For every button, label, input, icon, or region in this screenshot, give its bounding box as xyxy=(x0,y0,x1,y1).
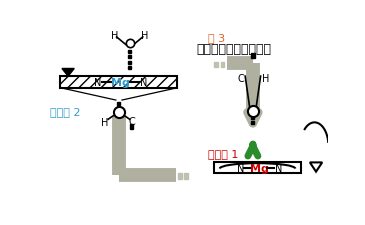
Bar xyxy=(118,107,120,110)
Bar xyxy=(184,173,188,179)
Text: N: N xyxy=(274,163,282,173)
Text: Mg: Mg xyxy=(111,77,130,87)
Text: N: N xyxy=(237,163,244,173)
Bar xyxy=(178,173,182,179)
Text: C: C xyxy=(128,116,135,126)
Polygon shape xyxy=(62,69,74,77)
Text: 図 3: 図 3 xyxy=(208,33,225,43)
Bar xyxy=(128,61,131,65)
Bar xyxy=(251,121,254,124)
Bar xyxy=(251,54,255,59)
Bar xyxy=(251,117,254,120)
Bar xyxy=(214,163,301,173)
Text: クロロゾーム局所構造: クロロゾーム局所構造 xyxy=(197,42,272,55)
Text: H: H xyxy=(101,117,109,127)
Text: H: H xyxy=(141,30,149,40)
Text: Mg: Mg xyxy=(250,163,269,173)
Text: サイト 2: サイト 2 xyxy=(50,106,81,116)
Bar xyxy=(128,56,131,59)
Text: サイト 1: サイト 1 xyxy=(208,148,239,158)
Text: N: N xyxy=(140,77,147,87)
Bar xyxy=(214,62,218,68)
Bar xyxy=(130,124,133,129)
Bar xyxy=(128,51,131,54)
Bar xyxy=(220,62,224,68)
Bar xyxy=(128,67,131,70)
Bar xyxy=(118,102,120,105)
Text: H: H xyxy=(262,74,269,84)
Bar xyxy=(60,77,177,88)
Text: C: C xyxy=(237,74,244,84)
Text: N: N xyxy=(94,77,101,87)
Text: H: H xyxy=(111,30,118,40)
